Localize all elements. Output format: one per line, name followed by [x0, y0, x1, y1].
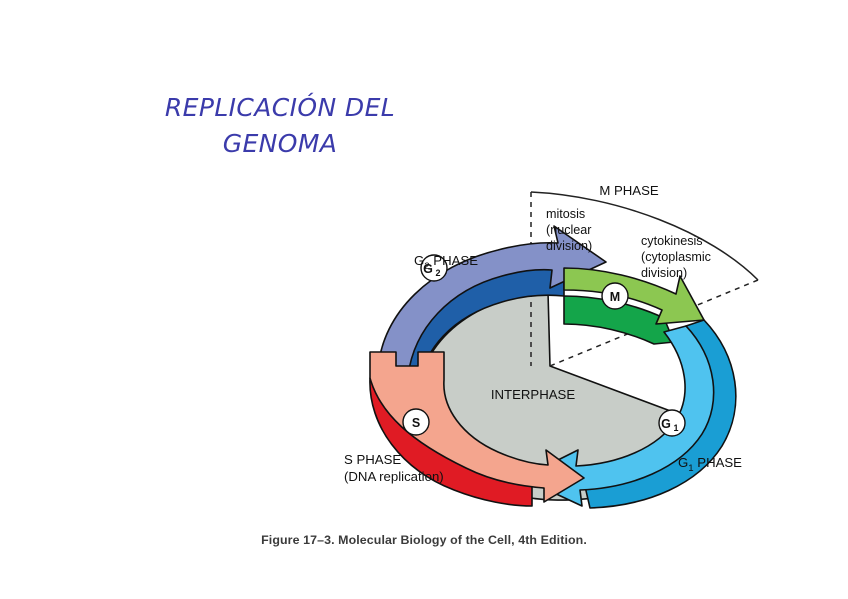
mitosis-annotation-line-3: division): [546, 239, 592, 253]
figure-caption: Figure 17–3. Molecular Biology of the Ce…: [261, 533, 587, 547]
cytokinesis-annotation-line-2: (cytoplasmic: [641, 250, 711, 264]
page-title-line-2: GENOMA: [222, 128, 338, 158]
phase-badge-g1: G 1: [658, 409, 686, 437]
phase-badge-m: M: [601, 282, 629, 310]
phase-badge-s-letter: S: [412, 416, 420, 430]
label-interphase-center: G2 PHASE: [414, 253, 478, 272]
page-title-line-1: REPLICACIÓN DEL: [164, 93, 396, 122]
g1-phase-label-sub: 1: [688, 463, 693, 474]
g2-phase-label-sub: 2: [424, 261, 429, 272]
g1-phase-label: G1 PHASE: [678, 455, 742, 474]
cell-cycle-figure: G 2 M G 1 S G2 PHASE G1 PHASE: [318, 170, 828, 530]
phase-badge-g2: G 2: [420, 254, 448, 282]
mitosis-annotation-line-1: mitosis: [546, 207, 585, 221]
phase-badge-g2-subscript: 2: [435, 268, 440, 278]
cytokinesis-annotation-line-3: division): [641, 266, 687, 280]
g2-phase-label-rest: PHASE: [430, 253, 479, 268]
mitosis-annotation-line-2: (nuclear: [546, 223, 592, 237]
cytokinesis-annotation-line-1: cytokinesis: [641, 234, 703, 248]
phase-arrow-m[interactable]: [563, 267, 705, 345]
s-phase-label-line-1: S PHASE: [344, 452, 401, 467]
phase-badge-g2-letter: G: [423, 262, 433, 276]
phase-badge-m-letter: M: [610, 290, 620, 304]
s-phase-label-line-2: (DNA replication): [344, 469, 444, 484]
m-phase-bracket-label: M PHASE: [599, 183, 659, 198]
cell-cycle-svg: G 2 M G 1 S G2 PHASE G1 PHASE: [344, 183, 759, 509]
phase-badge-g1-subscript: 1: [673, 423, 678, 433]
g1-phase-label-main: G: [678, 455, 688, 470]
phase-arrow-g1[interactable]: [521, 319, 737, 509]
interphase-label: INTERPHASE: [491, 387, 575, 402]
phase-badge-g1-letter: G: [661, 417, 671, 431]
g2-phase-label-main: G: [414, 253, 424, 268]
phase-badge-s: S: [402, 408, 430, 436]
g1-phase-label-rest: PHASE: [694, 455, 743, 470]
page-title: REPLICACIÓN DEL GENOMA: [100, 90, 460, 161]
